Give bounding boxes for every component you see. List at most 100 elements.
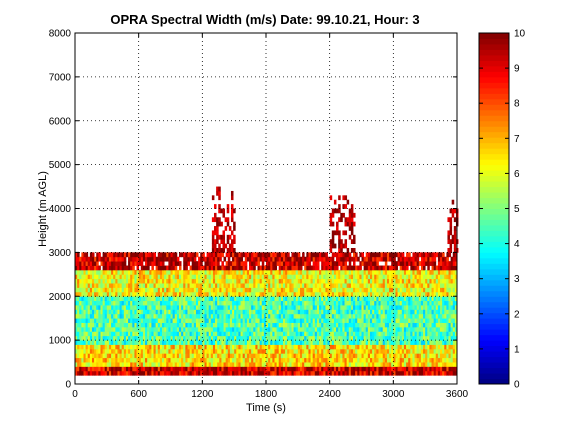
heatmap-cell [282, 331, 286, 337]
heatmap-cell [206, 353, 210, 359]
heatmap-cell [134, 305, 137, 310]
heatmap-cell [183, 366, 186, 372]
heatmap-cell [276, 305, 280, 310]
heatmap-cell [200, 300, 203, 306]
plume-cell [218, 221, 221, 227]
heatmap-cell [77, 278, 80, 284]
heatmap-cell [285, 256, 288, 262]
heatmap-cell [361, 313, 365, 319]
heatmap-cell [170, 296, 174, 302]
heatmap-cell [246, 313, 250, 319]
heatmap-cell [382, 357, 386, 363]
heatmap-cell [212, 322, 216, 328]
heatmap-cell [242, 353, 246, 359]
heatmap-cell [79, 265, 82, 271]
heatmap-cell [314, 313, 318, 319]
heatmap-cell [225, 348, 229, 354]
heatmap-cell [410, 348, 413, 354]
heatmap-cell [427, 322, 430, 328]
heatmap-cell [425, 366, 428, 372]
heatmap-cell [229, 265, 233, 271]
heatmap-cell [319, 326, 322, 332]
heatmap-cell [412, 322, 415, 328]
heatmap-cell [391, 283, 394, 288]
heatmap-cell [355, 326, 358, 332]
heatmap-cell [452, 362, 456, 367]
heatmap-cell [87, 335, 91, 341]
heatmap-cell [193, 309, 197, 315]
heatmap-cell [234, 287, 237, 293]
heatmap-cell [212, 252, 216, 258]
heatmap-cell [83, 362, 87, 367]
plume-cell [216, 239, 219, 244]
heatmap-cell [166, 300, 169, 306]
heatmap-cell [164, 283, 167, 288]
heatmap-cell [81, 318, 84, 323]
heatmap-cell [304, 370, 307, 376]
heatmap-cell [304, 348, 307, 354]
heatmap-cell [331, 283, 335, 288]
heatmap-cell [389, 287, 392, 293]
heatmap-cell [187, 278, 190, 284]
heatmap-cell [316, 252, 320, 258]
heatmap-cell [227, 305, 231, 310]
heatmap-cell [361, 340, 365, 345]
heatmap-cell [416, 357, 420, 363]
heatmap-cell [359, 283, 362, 288]
heatmap-cell [189, 362, 193, 367]
heatmap-cell [336, 318, 339, 323]
heatmap-cell [100, 344, 103, 350]
heatmap-cell [130, 305, 133, 310]
heatmap-cell [257, 309, 261, 315]
heatmap-cell [132, 348, 135, 354]
heatmap-cell [159, 296, 163, 302]
heatmap-cell [412, 309, 415, 315]
heatmap-cell [344, 344, 348, 350]
heatmap-cell [376, 318, 379, 323]
heatmap-cell [323, 305, 326, 310]
heatmap-cell [221, 300, 224, 306]
heatmap-cell [174, 348, 178, 354]
heatmap-cell [185, 287, 188, 293]
heatmap-cell [340, 278, 343, 284]
heatmap-cell [261, 348, 265, 354]
heatmap-cell [183, 296, 186, 302]
heatmap-cell [306, 326, 309, 332]
heatmap-cell [183, 274, 186, 280]
heatmap-cell [444, 261, 447, 266]
heatmap-cell [374, 366, 377, 372]
heatmap-cell [240, 261, 244, 266]
heatmap-cell [291, 252, 294, 258]
heatmap-cell [365, 370, 369, 376]
heatmap-cell [272, 322, 275, 328]
heatmap-cell [274, 300, 278, 306]
heatmap-cell [115, 353, 118, 359]
heatmap-cell [310, 252, 314, 258]
heatmap-cell [225, 335, 229, 341]
heatmap-cell [153, 340, 157, 345]
heatmap-cell [433, 357, 437, 363]
heatmap-cell [170, 252, 174, 258]
heatmap-cell [102, 340, 106, 345]
heatmap-cell [416, 370, 420, 376]
heatmap-cell [302, 313, 305, 319]
heatmap-cell [342, 335, 345, 341]
heatmap-cell [249, 344, 252, 350]
heatmap-cell [266, 313, 269, 319]
heatmap-cell [212, 331, 216, 337]
heatmap-cell [353, 274, 356, 280]
heatmap-cell [246, 370, 250, 376]
heatmap-cell [374, 326, 377, 332]
heatmap-cell [327, 318, 331, 323]
heatmap-cell [403, 326, 407, 332]
heatmap-cell [365, 335, 369, 341]
heatmap-cell [444, 300, 447, 306]
heatmap-cell [130, 344, 133, 350]
heatmap-cell [314, 261, 318, 266]
heatmap-cell [249, 309, 252, 315]
heatmap-cell [113, 335, 116, 341]
heatmap-cell [77, 274, 80, 280]
heatmap-cell [276, 357, 280, 363]
heatmap-cell [104, 261, 108, 266]
heatmap-cell [312, 362, 316, 367]
